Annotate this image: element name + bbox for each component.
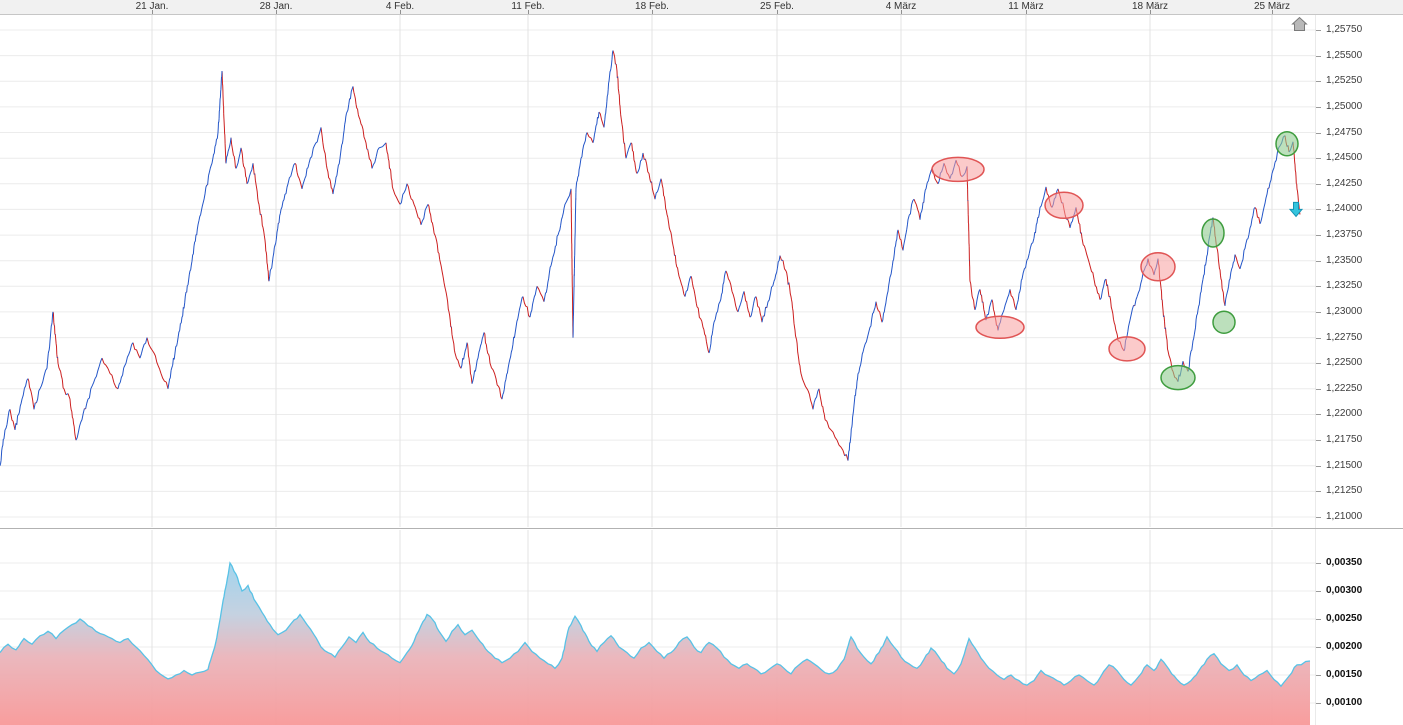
indicator-line [0,561,1311,688]
y-axis-indicator-label: 0,00300 [1326,585,1363,596]
y-axis-price-label: 1,22750 [1326,331,1363,343]
x-axis-tick [276,10,277,14]
y-axis-indicator-label: 0,00250 [1326,613,1363,624]
y-axis-indicator-label: 0,00350 [1326,557,1363,568]
y-axis-tick [1316,414,1321,416]
x-axis-tick [1026,10,1027,14]
y-axis-price-label: 1,23500 [1326,254,1363,266]
y-axis-tick [1316,491,1321,493]
x-axis-tick [400,10,401,14]
y-axis-price-label: 1,22500 [1326,357,1363,369]
y-axis-tick [1316,132,1321,134]
y-axis-price-label: 1,22250 [1326,382,1363,394]
y-axis-tick [1316,675,1321,676]
x-axis-tick [1150,10,1151,14]
red-ellipse-annotation[interactable] [1044,191,1084,220]
x-axis-tick [528,10,529,14]
x-axis-tick [152,10,153,14]
date-axis[interactable]: 21 Jan. 28 Jan. 4 Feb. 11 Feb. 18 Feb. 25 Feb… [0,0,1403,15]
y-axis-price-label: 1,25500 [1326,49,1363,61]
y-axis-price-label: 1,25250 [1326,75,1363,87]
y-axis-tick [1316,158,1321,160]
y-axis-price-label: 1,24750 [1326,126,1363,138]
green-ellipse-annotation[interactable] [1160,364,1196,391]
x-axis-label: 18 Feb. [635,1,669,12]
y-axis-indicator-label: 0,00100 [1326,697,1363,708]
y-axis-price-label: 1,25000 [1326,100,1363,112]
y-axis-price-label: 1,22000 [1326,408,1363,420]
x-axis-tick [652,10,653,14]
y-axis-tick [1316,183,1321,185]
y-axis-price-label: 1,23750 [1326,229,1363,241]
x-axis-label: 11 Feb. [511,1,545,12]
x-axis-tick [901,10,902,14]
y-axis-tick [1316,260,1321,262]
y-axis-price-label: 1,25750 [1326,24,1363,35]
home-icon[interactable] [1291,16,1308,31]
y-axis-price-label: 1,21250 [1326,485,1363,497]
y-axis-tick [1316,363,1321,365]
gridlines [0,15,1317,725]
y-axis-indicator-label: 0,00150 [1326,669,1363,680]
price-series [0,50,1301,466]
y-axis-tick [1316,517,1321,518]
y-axis-indicator-label: 0,00200 [1326,641,1363,652]
y-axis-price-label: 1,21750 [1326,434,1363,446]
y-axis-tick [1316,619,1321,620]
x-axis-tick [777,10,778,14]
x-axis-label: 28 Jan. [259,1,293,12]
x-axis-label: 4 März [885,1,917,12]
x-axis-tick [1272,10,1273,14]
price-marker-icon[interactable] [1288,201,1304,218]
x-axis-label: 18 März [1131,1,1169,12]
x-axis-label: 21 Jan. [135,1,169,12]
y-axis-tick [1316,465,1321,467]
y-axis-price-label: 1,24500 [1326,152,1363,164]
y-axis-price-label: 1,21000 [1326,511,1363,522]
x-axis-label: 11 März [1008,1,1044,12]
red-ellipse-annotation[interactable] [931,156,985,183]
price-series-up [0,50,1294,466]
y-axis-tick [1316,235,1321,237]
y-axis-tick [1316,440,1321,442]
y-axis-tick [1316,388,1321,390]
green-ellipse-annotation[interactable] [1275,131,1299,157]
y-axis-tick [1316,337,1321,339]
price-series-down [9,50,1301,461]
y-axis-tick [1316,209,1321,211]
y-axis-tick [1316,81,1321,83]
y-axis-price-label: 1,23250 [1326,280,1363,292]
y-axis-tick [1316,286,1321,288]
indicator-area [0,563,1310,725]
y-axis-tick [1316,30,1321,31]
green-ellipse-annotation[interactable] [1201,218,1225,248]
x-axis-label: 25 Feb. [760,1,794,12]
indicator-series [0,561,1311,725]
x-axis-label: 25 März [1253,1,1291,12]
y-axis-tick [1316,311,1321,313]
y-axis-tick [1316,591,1321,592]
y-axis-price-label: 1,24000 [1326,203,1363,215]
y-axis-tick [1316,55,1321,57]
y-axis-tick [1316,106,1321,108]
red-ellipse-annotation[interactable] [1140,252,1176,282]
red-ellipse-annotation[interactable] [1108,336,1146,362]
green-ellipse-annotation[interactable] [1212,310,1236,334]
panel-divider[interactable] [0,528,1403,529]
y-axis-tick [1316,703,1321,704]
y-axis-price-label: 1,24250 [1326,177,1363,189]
y-axis-tick [1316,563,1321,564]
y-axis-price-label: 1,21500 [1326,459,1363,471]
y-axis-price-label: 1,23000 [1326,305,1363,317]
price-axis[interactable]: 1,25750 1,25500 1,25250 1,25000 1,24750 1,245… [1316,15,1403,725]
x-axis-label: 4 Feb. [385,1,415,12]
red-ellipse-annotation[interactable] [975,315,1025,340]
annotations-layer [931,131,1304,391]
y-axis-tick [1316,647,1321,648]
